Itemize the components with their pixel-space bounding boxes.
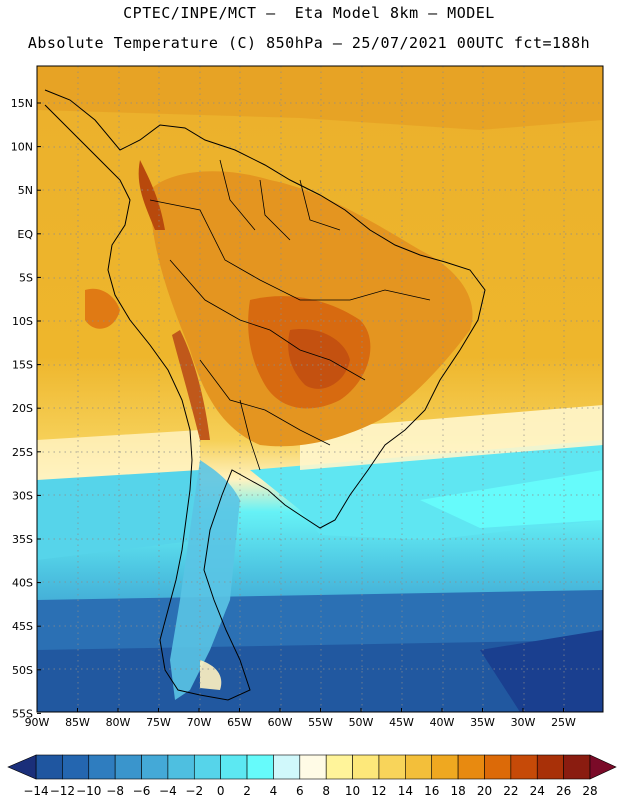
lat-label: 10S [12, 315, 33, 328]
colorbar-swatch [167, 754, 195, 780]
colorbar-swatch [220, 754, 248, 780]
colorbar-swatch [378, 754, 406, 780]
colorbar [7, 754, 617, 780]
lon-label: 35W [470, 716, 495, 729]
colorbar-tick-label: 12 [371, 784, 386, 798]
lat-label: 15S [12, 359, 33, 372]
lon-label: 50W [349, 716, 374, 729]
colorbar-swatch [510, 754, 538, 780]
colorbar-swatch [114, 754, 142, 780]
colorbar-swatch [193, 754, 221, 780]
colorbar-tick-label: −14 [23, 784, 48, 798]
lon-label: 75W [146, 716, 171, 729]
lat-label: 45S [12, 620, 33, 633]
graticule [37, 66, 603, 712]
lon-label: 25W [551, 716, 576, 729]
colorbar-min-arrow [7, 754, 37, 780]
colorbar-swatch [431, 754, 459, 780]
lon-label: 80W [106, 716, 131, 729]
colorbar-swatch [35, 754, 63, 780]
lat-label: 10N [11, 141, 33, 154]
chart-title-line2: Absolute Temperature (C) 850hPa – 25/07/… [27, 34, 591, 52]
lon-label: 45W [389, 716, 414, 729]
colorbar-swatch [141, 754, 169, 780]
colorbar-tick-label: 14 [398, 784, 413, 798]
lon-label: 90W [25, 716, 50, 729]
lat-label: 50S [12, 664, 33, 677]
lat-label: 5S [19, 271, 33, 284]
country-borders [149, 159, 431, 471]
lat-label: 5N [18, 184, 33, 197]
lon-label: 60W [268, 716, 293, 729]
lat-label: 20S [12, 402, 33, 415]
colorbar-swatch [405, 754, 433, 780]
colorbar-labels: −14 −12 −10 −8 −6 −4 −2 0 2 4 6 8 10 12 14 16 18 20 22 24 26… [23, 784, 597, 798]
colorbar-tick-label: 18 [450, 784, 465, 798]
latitude-labels: 15N 10N 5N EQ 5S 10S 15S 20S 25S 30S 35S 40S 45S 50S 5… [11, 97, 41, 720]
colorbar-tick-label: 20 [477, 784, 492, 798]
lat-label: 55S [12, 707, 33, 720]
colorbar-tick-label: 6 [296, 784, 304, 798]
lat-label: 30S [12, 489, 33, 502]
lat-label: 35S [12, 533, 33, 546]
lat-label: EQ [17, 228, 33, 241]
colorbar-tick-label: −8 [106, 784, 124, 798]
colorbar-tick-label: −6 [133, 784, 151, 798]
colorbar-swatch [352, 754, 380, 780]
lon-label: 85W [65, 716, 90, 729]
colorbar-swatch [484, 754, 512, 780]
colorbar-swatch [457, 754, 485, 780]
colorbar-tick-label: 4 [270, 784, 278, 798]
colorbar-tick-label: 28 [582, 784, 597, 798]
colorbar-tick-label: 24 [530, 784, 545, 798]
colorbar-tick-label: 8 [322, 784, 330, 798]
lon-label: 30W [511, 716, 536, 729]
colorbar-max-arrow [589, 754, 617, 780]
colorbar-tick-label: −2 [185, 784, 203, 798]
colorbar-swatch [62, 754, 90, 780]
colorbar-tick-label: 22 [503, 784, 518, 798]
chart-title-line1: CPTEC/INPE/MCT – Eta Model 8km – MODEL [123, 4, 495, 22]
lon-label: 40W [430, 716, 455, 729]
colorbar-swatch [273, 754, 301, 780]
colorbar-swatch [563, 754, 591, 780]
colorbar-swatch [536, 754, 564, 780]
colorbar-swatch [325, 754, 353, 780]
colorbar-tick-label: −4 [159, 784, 177, 798]
colorbar-tick-label: 10 [345, 784, 360, 798]
lon-label: 70W [187, 716, 212, 729]
colorbar-tick-label: 0 [217, 784, 225, 798]
colorbar-tick-label: −10 [76, 784, 101, 798]
colorbar-tick-label: −12 [50, 784, 75, 798]
colorbar-swatch [246, 754, 274, 780]
colorbar-swatch [299, 754, 327, 780]
lon-label: 65W [227, 716, 252, 729]
lat-label: 15N [11, 97, 33, 110]
lat-label: 25S [12, 446, 33, 459]
colorbar-tick-label: 16 [424, 784, 439, 798]
colorbar-swatch [88, 754, 116, 780]
longitude-labels: 90W 85W 80W 75W 70W 65W 60W 55W 50W 45W 40W 35W 30W 2… [25, 708, 576, 729]
coastline [44, 89, 486, 701]
colorbar-tick-label: 26 [556, 784, 571, 798]
lon-label: 55W [308, 716, 333, 729]
colorbar-tick-label: 2 [243, 784, 251, 798]
lat-label: 40S [12, 577, 33, 590]
temperature-field [37, 66, 603, 712]
